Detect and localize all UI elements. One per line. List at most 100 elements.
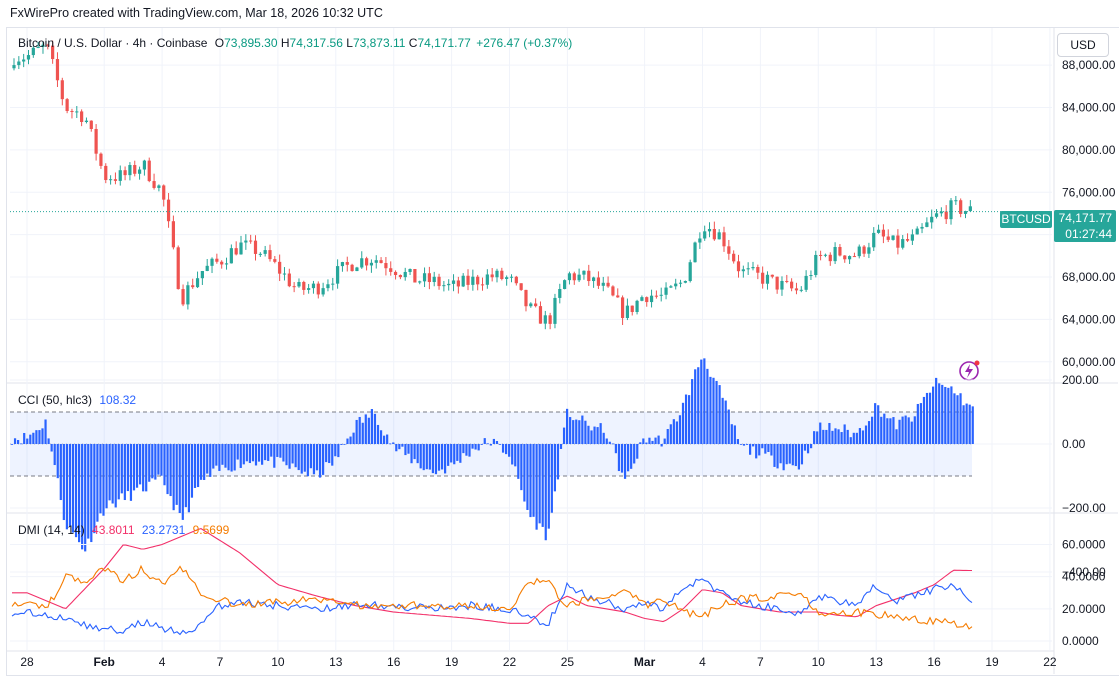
candle-body: [268, 250, 272, 260]
candle-body: [80, 111, 84, 122]
cci-bar: [117, 444, 120, 500]
cci-bar: [581, 415, 584, 444]
cci-bar: [196, 444, 200, 488]
candle-body: [538, 306, 543, 324]
cci-bar: [23, 432, 26, 444]
cci-bar: [450, 444, 453, 463]
cci-bar: [352, 432, 355, 444]
cci-bar: [233, 444, 236, 471]
cci-bar: [889, 418, 892, 444]
cci-bar: [270, 444, 273, 457]
cci-bar: [733, 425, 736, 444]
cci-bar: [544, 444, 547, 541]
cci-bar: [739, 444, 743, 445]
cci-bar: [584, 420, 587, 444]
cci-bar: [514, 444, 517, 467]
candle-body: [249, 240, 253, 242]
cci-bar: [800, 444, 804, 465]
symbol-title[interactable]: Bitcoin / U.S. Dollar · 4h · Coinbase: [18, 36, 208, 50]
cci-bar: [965, 403, 968, 444]
cci-bar: [511, 444, 514, 465]
cci-bar: [520, 444, 523, 491]
cci-bar: [447, 444, 450, 466]
candle-body: [664, 287, 668, 295]
cci-bar: [855, 432, 858, 444]
cci-bar: [932, 386, 935, 444]
cci-bar: [636, 444, 639, 459]
cci-bar: [843, 424, 846, 444]
cci-bar: [410, 444, 413, 464]
lightning-icon: [965, 364, 973, 378]
candle-body: [833, 246, 837, 262]
price-axis-label: 84,000.00: [1062, 100, 1116, 114]
candle-body: [224, 263, 229, 265]
cci-bar: [617, 444, 621, 472]
dmi-title[interactable]: DMI (14, 14): [18, 523, 85, 537]
cci-bar: [700, 359, 703, 444]
cci-bar: [681, 402, 685, 444]
time-axis-label: 22: [1043, 655, 1057, 669]
cci-bar: [922, 396, 926, 444]
candle-body: [635, 300, 639, 312]
candle-body: [456, 280, 460, 287]
cci-bar: [535, 444, 538, 530]
cci-bar: [492, 438, 495, 444]
currency-button[interactable]: USD: [1057, 33, 1109, 57]
cci-bar: [32, 432, 35, 444]
cci-bar: [428, 444, 431, 470]
cci-bar: [59, 444, 62, 501]
cci-bar: [10, 443, 14, 445]
candle-body: [70, 110, 74, 112]
candle-body: [234, 248, 238, 255]
cci-bar: [508, 444, 511, 457]
cci-bar: [395, 444, 398, 452]
cci-bar: [404, 444, 407, 456]
candle-body: [142, 160, 147, 170]
candle-body: [881, 229, 885, 237]
cci-bar: [935, 377, 938, 444]
candle-body: [727, 246, 731, 254]
cci-bar: [721, 397, 724, 444]
cci-bar: [666, 429, 669, 444]
cci-bar: [35, 430, 38, 444]
price-axis-label: 76,000.00: [1062, 185, 1116, 199]
candle-body: [46, 44, 50, 46]
cci-bar: [480, 444, 483, 445]
candle-body: [804, 275, 808, 290]
cci-bar: [938, 383, 941, 444]
cci-bar: [611, 443, 614, 445]
cci-bar: [846, 429, 849, 444]
dmi-minus-di-value: 9.5699: [192, 523, 230, 537]
cci-bar: [773, 444, 776, 467]
cci-bar: [65, 444, 68, 530]
price-axis-label: 64,000.00: [1062, 312, 1116, 326]
cci-bar: [383, 435, 386, 444]
cci-bar: [273, 444, 276, 468]
cci-bar: [910, 421, 913, 444]
cci-bar: [669, 424, 672, 444]
candle-body: [84, 120, 89, 122]
candle-body: [616, 295, 620, 298]
candle-body: [529, 303, 533, 307]
candle-body: [968, 206, 972, 212]
cci-bar: [367, 417, 370, 444]
cci-bar: [550, 444, 553, 513]
cci-bar: [306, 444, 309, 477]
cci-title[interactable]: CCI (50, hlc3): [18, 393, 93, 407]
time-axis-label: 10: [812, 655, 826, 669]
cci-bar: [474, 444, 477, 450]
cci-bar: [123, 444, 126, 501]
cci-bar: [895, 429, 898, 444]
cci-bar: [288, 444, 291, 469]
candle-body: [258, 253, 262, 255]
change-value: +276.47 (+0.37%): [476, 36, 573, 50]
cci-bar: [78, 444, 81, 543]
cci-bar: [373, 413, 377, 444]
cci-bar: [105, 444, 108, 509]
candle-body: [408, 269, 412, 272]
candle-body: [123, 170, 127, 176]
candle-body: [563, 280, 567, 290]
dmi-axis-label: 20.0000: [1062, 602, 1106, 616]
candle-body: [17, 61, 21, 66]
